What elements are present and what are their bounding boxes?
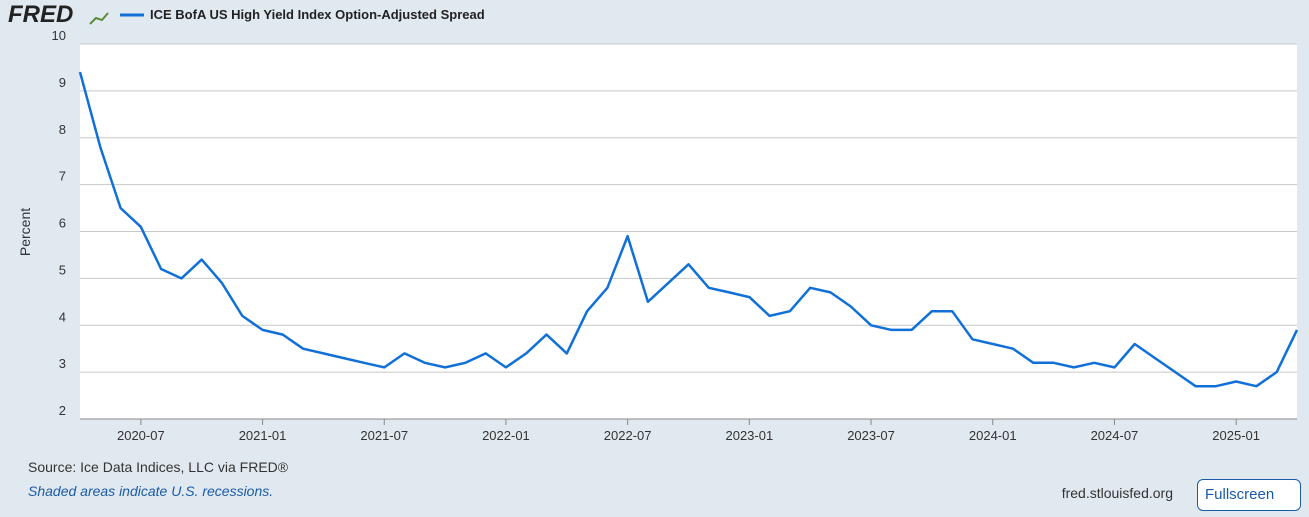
x-tick-label: 2024-07: [1091, 428, 1139, 443]
x-tick-label: 2023-07: [847, 428, 895, 443]
source: Source: Ice Data Indices, LLC via FRED®: [28, 459, 289, 475]
x-tick-label: 2022-01: [482, 428, 530, 443]
logo-icon: [89, 12, 109, 25]
x-tick-label: 2021-07: [360, 428, 408, 443]
x-tick-label: 2021-01: [239, 428, 287, 443]
x-tick-label: 2020-07: [117, 428, 165, 443]
note: Shaded areas indicate U.S. recessions.: [28, 483, 273, 499]
x-tick-label: 2024-01: [969, 428, 1017, 443]
site: fred.stlouisfed.org: [1062, 485, 1173, 501]
y-tick-label: 6: [59, 216, 66, 231]
y-tick-label: 2: [59, 403, 66, 418]
y-tick-label: 5: [59, 262, 66, 277]
y-axis-label: Percent: [17, 208, 33, 256]
x-tick-label: 2023-01: [725, 428, 773, 443]
y-tick-label: 10: [52, 28, 66, 43]
x-tick-label: 2025-01: [1212, 428, 1260, 443]
logo: FRED: [8, 1, 73, 28]
y-tick-label: 8: [59, 122, 66, 137]
y-tick-label: 3: [59, 356, 66, 371]
legend-label: ICE BofA US High Yield Index Option-Adju…: [150, 7, 485, 22]
fullscreen-button[interactable]: Fullscreen: [1197, 479, 1301, 511]
y-tick-label: 7: [59, 169, 66, 184]
x-tick-label: 2022-07: [604, 428, 652, 443]
y-tick-label: 9: [59, 75, 66, 90]
y-tick-label: 4: [59, 309, 66, 324]
line: [78, 71, 1299, 388]
